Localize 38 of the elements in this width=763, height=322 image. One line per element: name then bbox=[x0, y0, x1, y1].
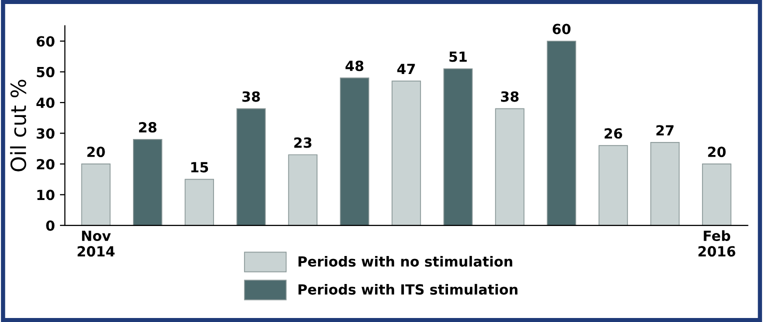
bar bbox=[184, 178, 214, 226]
bar bbox=[495, 108, 524, 226]
y-tick-label: 20 bbox=[36, 158, 54, 170]
y-tick-label: 60 bbox=[36, 36, 54, 47]
bar bbox=[546, 40, 576, 226]
x-tick-label: Nov 2014 bbox=[78, 230, 115, 257]
legend-label: Periods with ITS stimulation bbox=[298, 284, 518, 295]
bar bbox=[392, 80, 421, 226]
bar bbox=[340, 78, 370, 226]
bar bbox=[598, 145, 628, 226]
bar bbox=[236, 108, 266, 226]
legend-label: Periods with no stimulation bbox=[298, 256, 512, 267]
data-label: 26 bbox=[604, 128, 622, 139]
y-tick-label: 0 bbox=[46, 220, 54, 231]
y-tick-label: 30 bbox=[36, 128, 54, 139]
data-label: 20 bbox=[708, 146, 726, 158]
bar bbox=[81, 164, 111, 226]
data-label: 38 bbox=[242, 91, 260, 102]
data-label: 47 bbox=[397, 64, 415, 74]
y-axis-title: Oil cut % bbox=[10, 80, 26, 172]
data-label: 51 bbox=[449, 52, 467, 62]
data-label: 48 bbox=[346, 60, 364, 72]
bar bbox=[132, 138, 162, 226]
bar bbox=[288, 154, 318, 226]
y-tick-label: 50 bbox=[36, 66, 54, 78]
x-tick-label: Feb 2016 bbox=[698, 230, 736, 257]
y-tick-label: 10 bbox=[37, 190, 54, 200]
data-label: 27 bbox=[656, 125, 674, 136]
data-label: 23 bbox=[294, 137, 312, 148]
bar bbox=[702, 164, 732, 226]
bar bbox=[650, 142, 680, 226]
data-label: 28 bbox=[139, 122, 156, 133]
data-label: 60 bbox=[552, 24, 570, 34]
data-label: 38 bbox=[501, 91, 519, 102]
data-label: 20 bbox=[87, 146, 105, 158]
data-label: 15 bbox=[191, 162, 208, 172]
y-tick-label: 40 bbox=[36, 98, 54, 108]
bar bbox=[443, 68, 473, 226]
